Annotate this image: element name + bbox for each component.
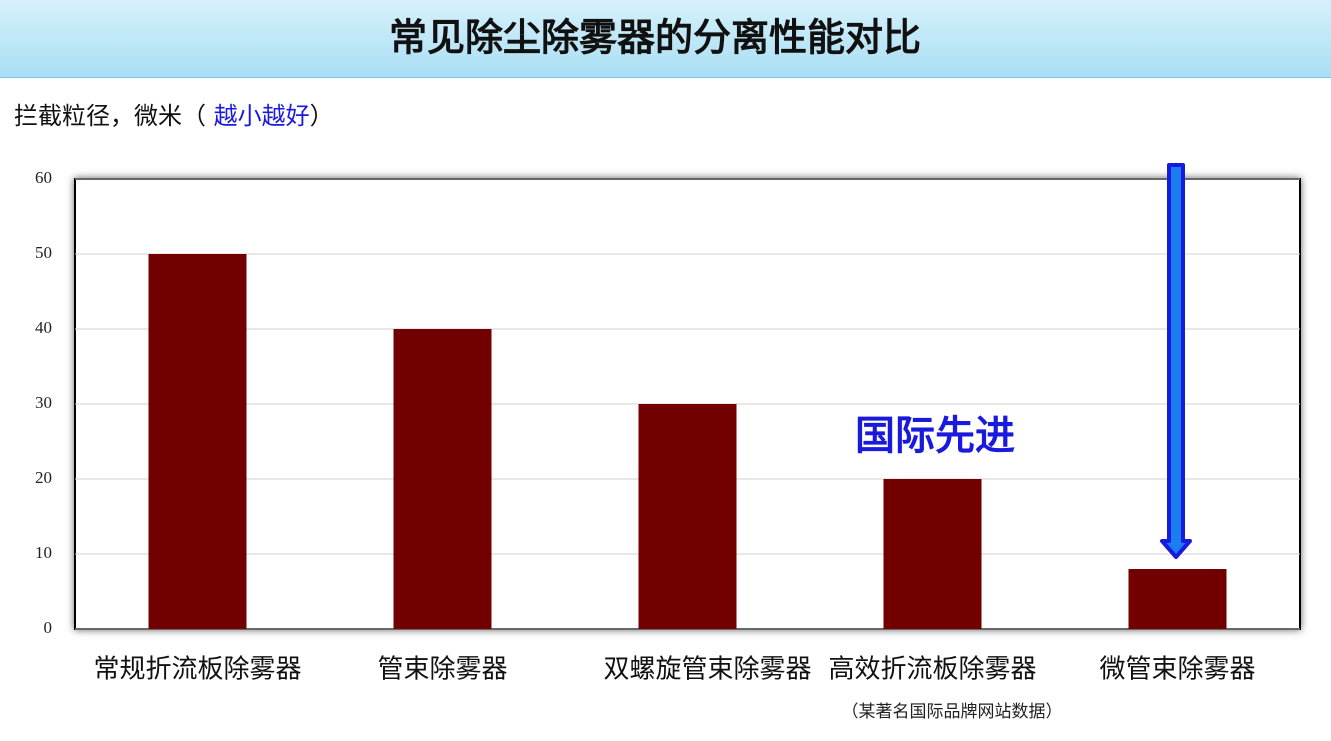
bar	[1128, 569, 1227, 629]
y-tick-label: 50	[35, 243, 52, 262]
source-note: （某著名国际品牌网站数据）	[842, 702, 1063, 722]
y-tick-label: 0	[44, 618, 53, 637]
bar	[883, 479, 982, 629]
annotation: 国际先进	[855, 413, 1015, 459]
bar	[393, 329, 492, 629]
y-label-part: 拦截粒径，微米（	[14, 102, 214, 130]
arrow	[1160, 163, 1192, 559]
y-label-highlight: 越小越好	[214, 102, 310, 130]
arrow-shape	[1160, 163, 1192, 559]
x-tick-label: 双螺旋管束除雾器	[603, 655, 811, 685]
x-tick-label: 管束除雾器	[377, 655, 507, 685]
x-tick-label: 微管束除雾器	[1099, 655, 1255, 685]
y-tick-label: 60	[35, 168, 52, 187]
y-tick-label: 40	[35, 318, 52, 337]
marks: 0 10 20 30 40 50 60 常规折流板除雾器 管束除雾器 双螺旋管束除雾器 高效折流板除…	[35, 168, 1300, 685]
x-tick-label: 高效折流板除雾器	[828, 655, 1036, 685]
x-tick-label: 常规折流板除雾器	[93, 655, 301, 685]
title-banner	[0, 0, 1331, 78]
y-tick-label: 20	[35, 468, 52, 487]
y-axis-label: 拦截粒径，微米（ 越小越好）	[14, 102, 334, 130]
bar	[148, 254, 247, 629]
y-tick-label: 30	[35, 393, 52, 412]
y-tick-label: 10	[35, 543, 52, 562]
chart-title: 常见除尘除雾器的分离性能对比	[389, 16, 921, 60]
y-label-part: ）	[310, 102, 334, 130]
bar	[638, 404, 737, 629]
